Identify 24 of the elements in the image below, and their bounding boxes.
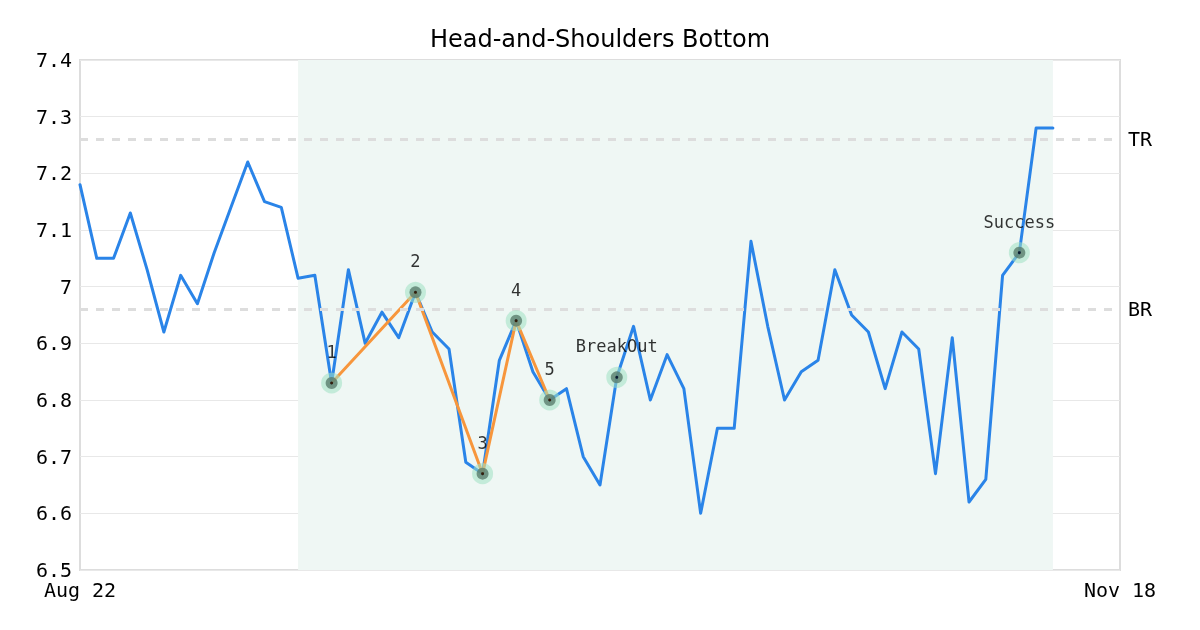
y-tick-label: 7.1 bbox=[35, 218, 72, 242]
y-tick-label: 6.7 bbox=[35, 444, 72, 469]
annotation: 2 bbox=[410, 251, 421, 272]
y-tick-label: 7.2 bbox=[35, 161, 72, 186]
y-tick-label: 7.3 bbox=[35, 104, 72, 129]
y-tick-label: 6.6 bbox=[35, 501, 72, 526]
chart-title: Head-and-Shoulders Bottom bbox=[429, 25, 771, 53]
y-tick-label: 7.4 bbox=[35, 48, 72, 72]
point bbox=[321, 372, 343, 394]
point bbox=[606, 366, 628, 388]
ref-line-label: BR bbox=[1128, 297, 1154, 322]
point bbox=[405, 281, 426, 303]
y-tick-label: 6.8 bbox=[35, 388, 72, 412]
point bbox=[472, 463, 494, 485]
line-series bbox=[78, 126, 1055, 515]
point bbox=[1008, 242, 1030, 264]
y-tick-label: 6.9 bbox=[35, 331, 72, 356]
point bbox=[505, 310, 527, 332]
ref-line-label: TR bbox=[1128, 127, 1154, 152]
annotation: 4 bbox=[511, 279, 522, 300]
point bbox=[539, 389, 561, 411]
y-tick-label: 7 bbox=[59, 274, 72, 299]
annotation: 5 bbox=[544, 359, 555, 379]
x-tick-label: Nov 18 bbox=[1083, 578, 1157, 602]
